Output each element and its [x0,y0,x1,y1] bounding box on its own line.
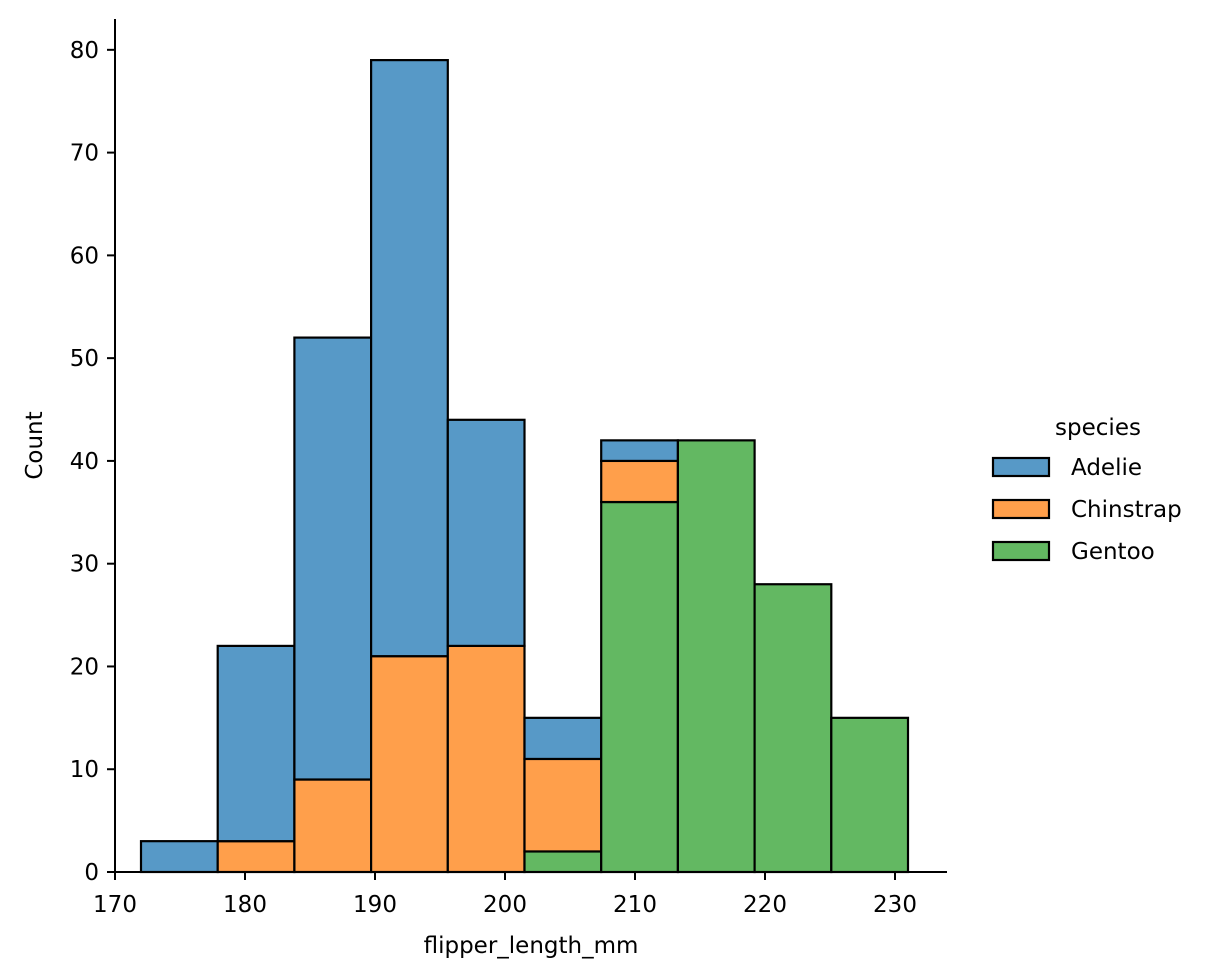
bar-adelie-bin-6 [600,439,680,463]
y-tick-label: 70 [70,141,99,167]
bar-adelie-bin-4 [446,418,526,648]
legend-label-chinstrap: Chinstrap [1071,497,1182,523]
x-axis-title: flipper_length_mm [424,933,639,959]
legend-title: species [1055,415,1141,441]
bar-gentoo-bin-7 [676,439,756,874]
y-tick-label: 20 [70,654,99,680]
x-tick-label: 200 [483,892,527,918]
x-tick-label: 180 [223,892,267,918]
bar-chinstrap-bin-2 [293,778,373,874]
legend-swatch-chinstrap [991,498,1051,520]
bar-chinstrap-bin-5 [523,757,603,853]
bar-adelie-bin-1 [216,644,296,843]
bar-adelie-bin-0 [139,840,219,874]
bar-adelie-bin-5 [523,716,603,761]
bar-gentoo-bin-5 [523,850,603,874]
y-tick-label: 40 [70,449,99,475]
bar-adelie-bin-2 [293,336,373,781]
x-tick-label: 210 [613,892,657,918]
bar-adelie-bin-3 [370,59,449,658]
legend-entries: Adelie Chinstrap Gentoo [991,455,1182,565]
y-tick-label: 60 [70,243,99,269]
y-axis-title: Count [22,411,48,479]
legend-swatch-gentoo [991,540,1051,562]
y-tick-label: 0 [84,860,99,886]
x-tick-label: 170 [93,892,137,918]
bar-chinstrap-bin-4 [446,644,526,874]
legend: species Adelie Chinstrap Gentoo [991,415,1182,565]
x-tick-label: 230 [873,892,917,918]
bars-group [139,59,910,874]
x-tick-label: 190 [353,892,397,918]
bar-gentoo-bin-6 [600,500,680,874]
x-axis-ticks: 170 180 190 200 210 220 230 [93,872,917,918]
legend-label-adelie: Adelie [1071,455,1142,481]
bar-chinstrap-bin-1 [216,840,296,874]
legend-swatch-adelie [991,456,1051,478]
y-tick-label: 80 [70,38,99,64]
x-tick-label: 220 [743,892,787,918]
bar-chinstrap-bin-3 [370,655,449,874]
y-tick-label: 10 [70,757,99,783]
bar-gentoo-bin-8 [753,583,833,874]
bar-gentoo-bin-9 [830,716,910,874]
legend-label-gentoo: Gentoo [1071,539,1155,565]
y-tick-label: 30 [70,552,99,578]
y-axis-ticks: 0 10 20 30 40 50 60 70 80 [70,38,115,886]
y-tick-label: 50 [70,346,99,372]
bar-chinstrap-bin-6 [600,459,680,504]
